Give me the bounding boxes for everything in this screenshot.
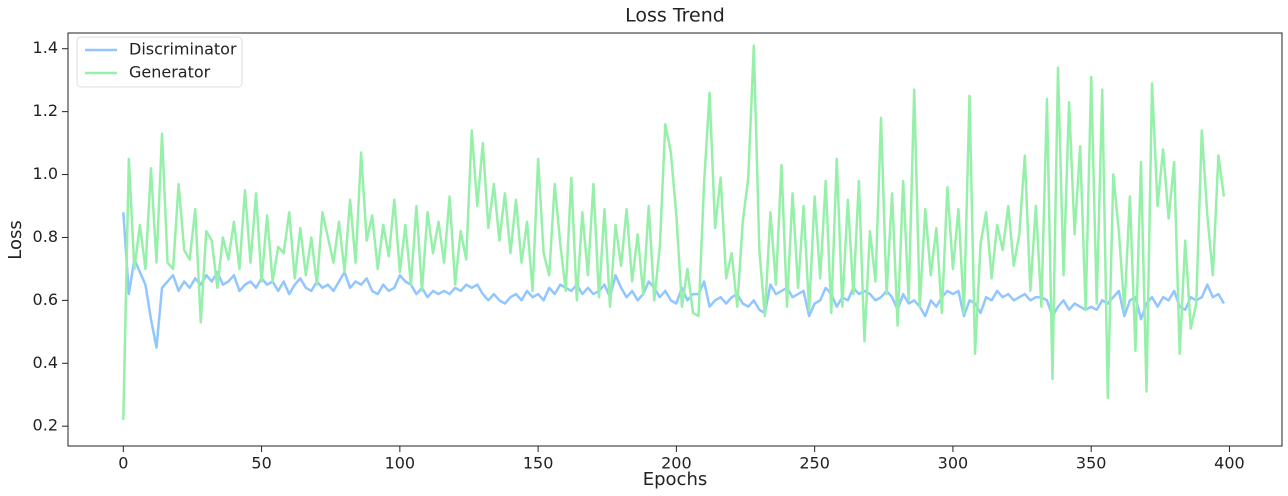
legend-box [76,36,243,88]
line-series [122,212,1226,349]
x-tick-label: 200 [661,454,692,473]
x-tick-label: 350 [1076,454,1107,473]
y-axis-label: Loss [5,220,26,259]
x-axis-label: Epochs [643,469,708,490]
x-tick-label: 0 [118,454,128,473]
y-tick-label: 1.2 [33,101,58,120]
x-tick-label: 400 [1214,454,1245,473]
x-tick-label: 100 [385,454,416,473]
y-tick-label: 1.4 [33,38,58,57]
x-tick-label: 150 [523,454,554,473]
line-series [122,44,1226,420]
y-tick-label: 0.8 [33,227,58,246]
plot-frame [67,32,1283,447]
x-tick-label: 250 [799,454,830,473]
x-tick-label: 50 [251,454,271,473]
y-tick-label: 0.2 [33,416,58,435]
x-tick-label: 300 [938,454,969,473]
y-tick-label: 0.4 [33,353,58,372]
chart-title: Loss Trend [625,5,725,27]
legend-label: Discriminator [129,40,237,59]
legend: Discriminator Generator [76,36,243,88]
y-tick-label: 1.0 [33,164,58,183]
legend-label: Generator [129,63,211,82]
y-tick-label: 0.6 [33,290,58,309]
